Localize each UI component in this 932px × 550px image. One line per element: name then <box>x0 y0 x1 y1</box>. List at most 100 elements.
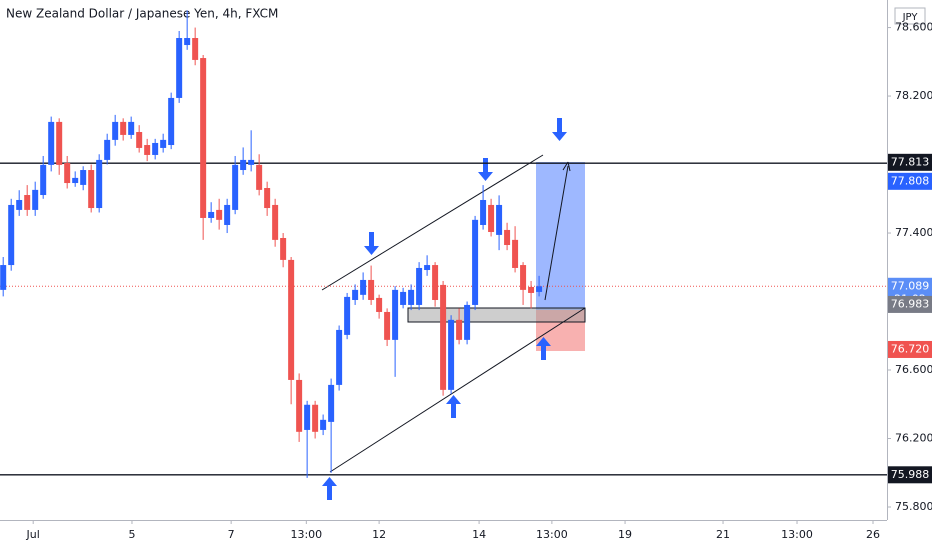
candle <box>200 54 207 240</box>
x-tick-label: 13:00 <box>536 528 568 541</box>
candle <box>136 125 143 153</box>
candle-body <box>496 204 503 235</box>
candle <box>128 116 135 139</box>
candle-body <box>304 404 311 430</box>
candle-body <box>224 204 231 225</box>
chart-title: New Zealand Dollar / Japanese Yen, 4h, F… <box>6 7 278 21</box>
candle-body <box>440 284 447 390</box>
x-tick-label: Jul <box>26 528 40 541</box>
candle <box>0 257 7 297</box>
candle-body <box>0 265 7 290</box>
candle <box>72 171 79 187</box>
candle <box>248 130 255 172</box>
candle-body <box>336 329 343 385</box>
candle-body <box>416 267 423 305</box>
candle-body <box>248 159 255 165</box>
candle <box>440 280 447 396</box>
candle <box>448 315 455 394</box>
channel-bottom <box>329 307 586 473</box>
candle <box>120 118 127 141</box>
price-label-box <box>888 153 932 171</box>
candle-body <box>520 265 527 290</box>
x-tick-label: 19 <box>618 528 632 541</box>
candle-body <box>320 419 327 430</box>
candle <box>64 155 71 189</box>
candle <box>56 118 63 175</box>
candle <box>216 198 223 230</box>
candle-body <box>360 279 367 295</box>
candle <box>48 116 55 172</box>
candle <box>376 294 383 319</box>
candle <box>232 155 239 215</box>
y-tick-label: 76.200 <box>895 431 932 444</box>
candle <box>352 284 359 305</box>
x-tick-label: 7 <box>228 528 235 541</box>
candle <box>272 198 279 247</box>
candle-body <box>128 121 135 135</box>
candle <box>192 27 199 66</box>
candle <box>8 198 15 271</box>
candle <box>256 154 263 196</box>
candle-body <box>536 286 543 292</box>
arrows <box>322 118 567 500</box>
candle <box>88 164 95 213</box>
currency: JPY <box>902 12 919 23</box>
candle-body <box>112 121 119 140</box>
candle <box>104 133 111 165</box>
price-label-box <box>888 340 932 358</box>
candle-body <box>408 289 415 305</box>
price-label: 75.988 <box>891 468 930 481</box>
candle-body <box>56 121 63 165</box>
candle <box>416 262 423 311</box>
y-tick-label: 77.400 <box>895 226 932 239</box>
candle-body <box>40 164 47 196</box>
candle <box>432 262 439 307</box>
candle-body <box>456 319 463 340</box>
candle-body <box>432 265 439 300</box>
candle <box>32 181 39 216</box>
candle-body <box>152 142 159 155</box>
candle-body <box>88 170 95 209</box>
candle <box>176 30 183 103</box>
y-tick-label: 75.800 <box>895 500 932 513</box>
candle <box>112 114 119 146</box>
candle-body <box>136 132 143 148</box>
candle <box>472 215 479 311</box>
candle-body <box>328 384 335 422</box>
candle <box>384 308 391 347</box>
candle-body <box>352 289 359 300</box>
candle-body <box>192 38 199 60</box>
projection <box>544 165 569 301</box>
arrow-down <box>364 232 379 255</box>
candle <box>520 262 527 305</box>
x-tick-label: 12 <box>372 528 386 541</box>
candle <box>240 147 247 175</box>
arrow-down <box>552 118 567 141</box>
candle-body <box>528 286 535 293</box>
x-tick-label: 26 <box>866 528 880 541</box>
candle <box>424 255 431 276</box>
candle-body <box>208 211 215 218</box>
candle <box>208 202 215 223</box>
x-tick-label: 14 <box>472 528 486 541</box>
candle <box>480 185 487 230</box>
candle-body <box>424 265 431 271</box>
candle <box>392 286 399 377</box>
candle-body <box>160 139 167 148</box>
arrow-up <box>446 395 461 418</box>
candle-body <box>488 204 495 233</box>
price-label: 77.089 <box>891 279 930 292</box>
price-label: 76.720 <box>891 342 930 355</box>
candle <box>504 222 511 251</box>
candle-body <box>168 97 175 146</box>
candle <box>280 233 287 268</box>
candle-body <box>472 219 479 305</box>
candle-body <box>448 319 455 390</box>
candle-body <box>176 38 183 98</box>
candle <box>224 198 231 234</box>
candle-body <box>80 170 87 185</box>
x-tick-label: 13:00 <box>290 528 322 541</box>
candle <box>456 308 463 345</box>
candle <box>336 325 343 391</box>
price-label: 77.808 <box>891 174 930 187</box>
